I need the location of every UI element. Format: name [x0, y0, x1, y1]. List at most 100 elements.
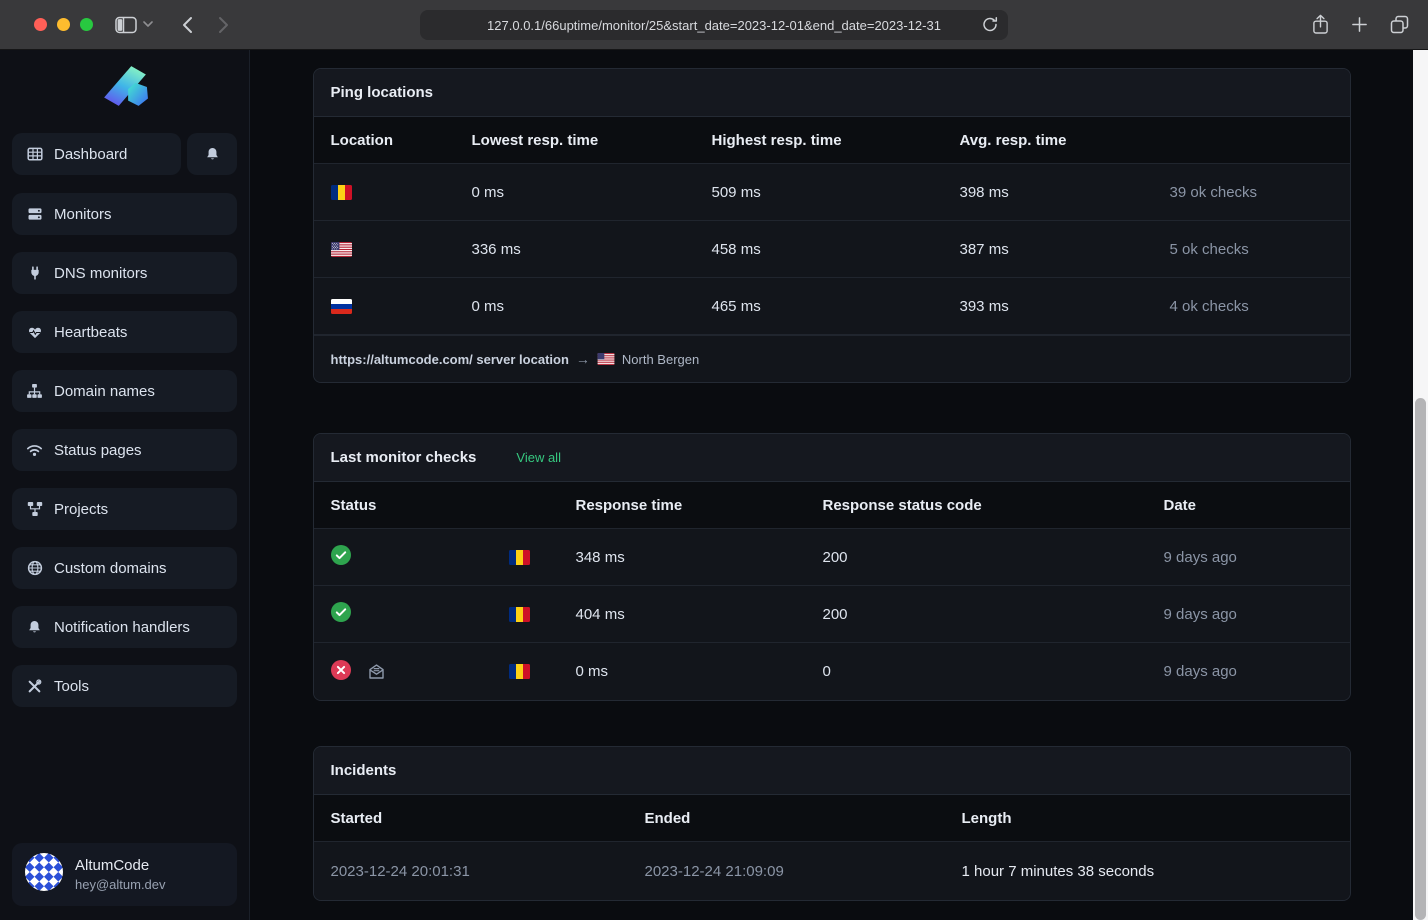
browser-chrome: 127.0.0.1/66uptime/monitor/25&start_date…	[0, 0, 1428, 50]
plug-icon	[26, 265, 43, 281]
user-email: hey@altum.dev	[75, 877, 166, 892]
ok-checks: 39 ok checks	[1169, 183, 1258, 201]
ping-locations-header-row: Location Lowest resp. time Highest resp.…	[313, 117, 1350, 164]
romania-flag-icon	[508, 606, 576, 622]
check-date: 9 days ago	[1163, 663, 1237, 680]
sidebar-item-dashboard[interactable]: Dashboard	[12, 133, 181, 175]
server-location-city: North Bergen	[621, 351, 700, 367]
sidebar-item-label: DNS monitors	[54, 264, 148, 282]
ping-locations-title: Ping locations	[330, 84, 434, 101]
forward-button[interactable]	[218, 16, 230, 34]
last-checks-header-row: Status Response time Response status cod…	[313, 482, 1350, 529]
response-status-code: 200	[822, 548, 848, 566]
sidebar-menu: Monitors DNS monitors Heartbeats Domain …	[12, 193, 237, 707]
romania-flag-icon	[508, 664, 576, 679]
incidents-header-row: Started Ended Length	[313, 795, 1350, 842]
check-date: 9 days ago	[1163, 605, 1237, 623]
address-bar-url: 127.0.0.1/66uptime/monitor/25&start_date…	[487, 17, 941, 33]
wifi-icon	[26, 443, 43, 457]
last-monitor-checks-title: Last monitor checks	[330, 449, 477, 466]
avg-resp-time: 398 ms	[959, 183, 1009, 201]
column-header: Lowest resp. time	[471, 131, 599, 149]
table-row: 404 ms 200 9 days ago	[313, 586, 1350, 643]
page-scrollbar-track[interactable]	[1413, 50, 1428, 920]
sidebar-item-dns-monitors[interactable]: DNS monitors	[12, 252, 237, 294]
status-fail-icon	[330, 659, 351, 684]
last-monitor-checks-card: Last monitor checks View all Status Resp…	[312, 433, 1351, 701]
sidebar-item-projects[interactable]: Projects	[12, 488, 237, 530]
sitemap-icon	[26, 383, 43, 399]
sidebar-item-notification-handlers[interactable]: Notification handlers	[12, 606, 237, 648]
view-all-link[interactable]: View all	[516, 450, 561, 465]
user-menu[interactable]: AltumCode hey@altum.dev	[12, 843, 237, 906]
status-ok-icon	[330, 602, 351, 626]
server-icon	[26, 206, 43, 222]
column-header: Status	[330, 496, 377, 514]
server-location-label: https://altumcode.com/ server location	[330, 351, 569, 367]
sidebar-item-custom-domains[interactable]: Custom domains	[12, 547, 237, 589]
minimize-window-button[interactable]	[57, 18, 70, 31]
notification-sent-envelope-icon	[367, 663, 386, 680]
column-header: Highest resp. time	[711, 131, 842, 149]
highest-resp-time: 458 ms	[711, 240, 761, 258]
heart-pulse-icon	[26, 325, 43, 340]
share-icon[interactable]	[1312, 14, 1329, 35]
sidebar-item-heartbeats[interactable]: Heartbeats	[12, 311, 237, 353]
altumcode-logo-icon	[101, 65, 149, 112]
notifications-button[interactable]	[187, 133, 237, 175]
table-row: 336 ms 458 ms 387 ms 5 ok checks	[313, 221, 1350, 278]
table-row: 0 ms 465 ms 393 ms 4 ok checks	[313, 278, 1350, 335]
sidebar-item-domain-names[interactable]: Domain names	[12, 370, 237, 412]
romania-flag-icon	[508, 549, 576, 565]
back-button[interactable]	[181, 16, 193, 34]
avg-resp-time: 387 ms	[959, 240, 1009, 258]
response-time: 348 ms	[575, 548, 625, 566]
ok-checks: 4 ok checks	[1169, 297, 1249, 315]
tab-overview-icon[interactable]	[1390, 15, 1409, 34]
avg-resp-time: 393 ms	[959, 297, 1009, 315]
reload-icon[interactable]	[982, 16, 998, 36]
column-header: Ended	[644, 809, 691, 827]
sidebar-item-label: Custom domains	[54, 559, 167, 577]
zoom-window-button[interactable]	[80, 18, 93, 31]
response-time: 404 ms	[575, 605, 625, 623]
sidebar-item-tools[interactable]: Tools	[12, 665, 237, 707]
ok-checks: 5 ok checks	[1169, 240, 1249, 258]
tools-icon	[26, 678, 43, 694]
column-header: Avg. resp. time	[959, 131, 1067, 149]
column-header: Location	[330, 131, 394, 149]
incident-started: 2023-12-24 20:01:31	[330, 862, 470, 880]
table-row: 2023-12-24 20:01:31 2023-12-24 21:09:09 …	[313, 842, 1350, 900]
response-status-code: 200	[822, 605, 848, 623]
lowest-resp-time: 336 ms	[471, 240, 521, 258]
usa-flag-icon	[597, 353, 615, 365]
new-tab-icon[interactable]	[1351, 16, 1368, 33]
sidebar-toggle-icon[interactable]	[115, 15, 137, 35]
dashboard-grid-icon	[26, 146, 43, 162]
sidebar: Dashboard Monitors DNS monitors	[0, 50, 250, 920]
usa-flag-icon	[314, 241, 472, 257]
response-status-code: 0	[822, 663, 831, 680]
server-location-footer: https://altumcode.com/ server location →…	[313, 335, 1350, 382]
russia-flag-icon	[314, 298, 472, 314]
sidebar-item-label: Notification handlers	[54, 618, 190, 636]
close-window-button[interactable]	[34, 18, 47, 31]
sidebar-item-label: Monitors	[54, 205, 112, 223]
romania-flag-icon	[314, 184, 472, 200]
incidents-title: Incidents	[330, 762, 397, 779]
globe-icon	[26, 560, 43, 576]
chevron-down-icon[interactable]	[143, 21, 153, 28]
sidebar-item-label: Status pages	[54, 441, 142, 459]
sidebar-item-monitors[interactable]: Monitors	[12, 193, 237, 235]
sidebar-item-status-pages[interactable]: Status pages	[12, 429, 237, 471]
check-date: 9 days ago	[1163, 548, 1237, 566]
address-bar[interactable]: 127.0.0.1/66uptime/monitor/25&start_date…	[420, 10, 1008, 40]
highest-resp-time: 509 ms	[711, 183, 761, 201]
incident-ended: 2023-12-24 21:09:09	[644, 862, 784, 880]
sidebar-item-label: Domain names	[54, 382, 155, 400]
sidebar-item-label: Dashboard	[54, 145, 128, 163]
page-scrollbar-thumb[interactable]	[1415, 398, 1426, 920]
main-content: Ping locations Location Lowest resp. tim…	[250, 50, 1413, 920]
column-header: Length	[961, 809, 1012, 827]
lowest-resp-time: 0 ms	[471, 183, 505, 201]
